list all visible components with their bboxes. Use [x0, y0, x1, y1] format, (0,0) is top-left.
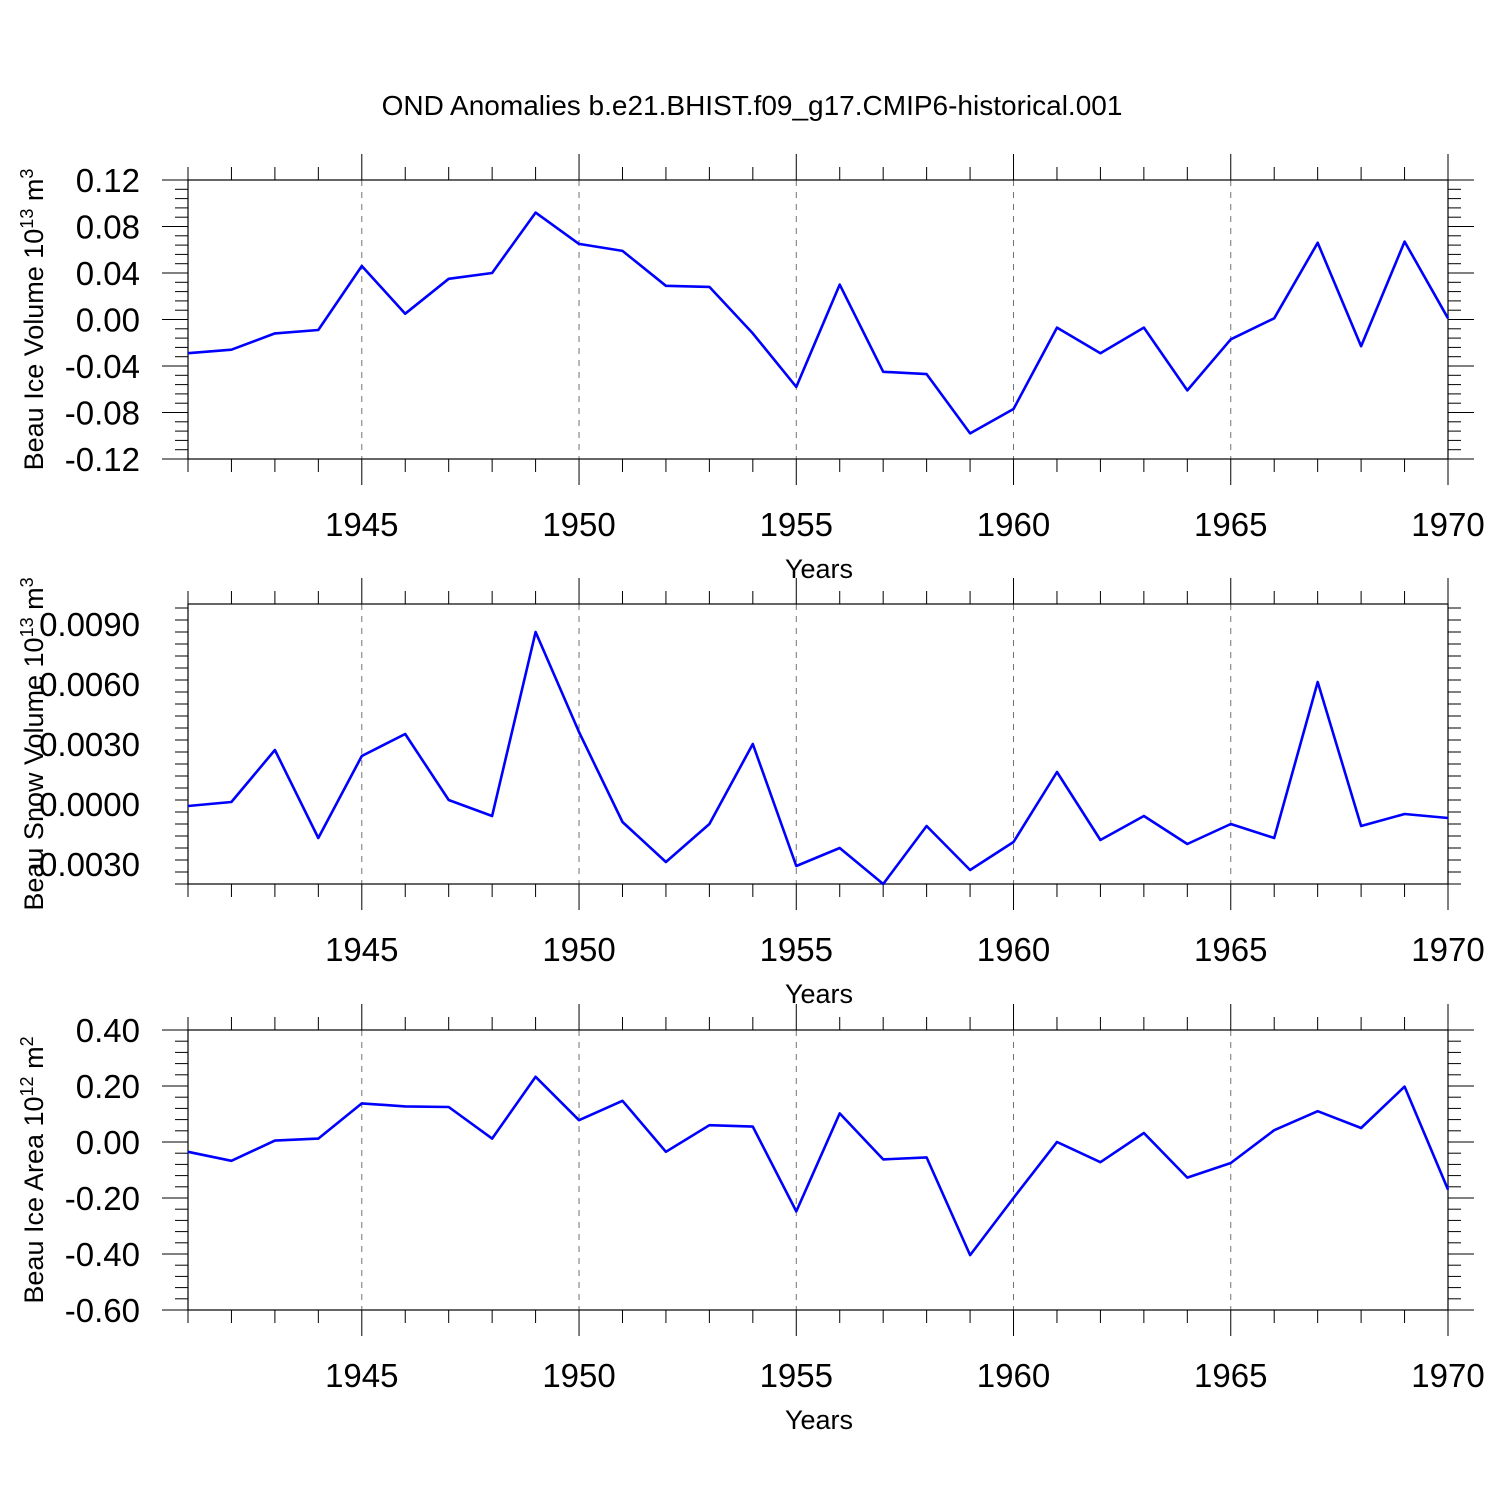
- plot-frame: [187, 179, 1449, 460]
- series-line-beau-ice-area: [187, 1075, 1450, 1257]
- x-tick-label: 1955: [760, 506, 833, 543]
- y-tick-label: 0.0060: [39, 666, 140, 703]
- x-tick-label: 1950: [542, 506, 615, 543]
- y-tick-label: 0.00: [76, 1124, 140, 1161]
- x-tick-label: 1950: [542, 931, 615, 968]
- y-tick-label: 0.08: [76, 209, 140, 246]
- y-axis-title-text: Beau Snow Volume 10: [19, 637, 49, 910]
- y-axis-title-exponent: 13: [17, 209, 37, 229]
- panel-3: 1945 1950 1955 1960 1965 1970 Years -0.60 -0.40 -…: [17, 1004, 1485, 1435]
- y-axis-title-text: Beau Ice Volume 10: [19, 229, 49, 471]
- y-tick-label: -0.08: [65, 395, 140, 432]
- y-tick-label: -0.60: [65, 1292, 140, 1329]
- y-tick-label: 0.0090: [39, 606, 140, 643]
- x-tick-label: 1960: [977, 1357, 1050, 1394]
- x-tick-label: 1970: [1411, 931, 1484, 968]
- y-tick-label: -0.40: [65, 1236, 140, 1273]
- x-tick-label: 1955: [760, 931, 833, 968]
- y-tick-label: 0.04: [76, 255, 140, 292]
- x-axis-title: Years: [785, 1405, 853, 1435]
- y-axis-title-exponent: 3: [17, 577, 37, 587]
- series-line-beau-snow-volume: [187, 630, 1449, 886]
- x-tick-label: 1965: [1194, 1357, 1267, 1394]
- x-axis-title: Years: [785, 979, 853, 1009]
- x-tick-label: 1960: [977, 931, 1050, 968]
- plot-frame: [187, 603, 1449, 885]
- y-tick-label: 0.20: [76, 1068, 140, 1105]
- y-axis-title: Beau Ice Volume 1013 m3: [17, 169, 49, 471]
- y-axis-title: Beau Snow Volume 1013 m3: [17, 577, 49, 910]
- y-tick-label: -0.20: [65, 1180, 140, 1217]
- y-axis-title-text: m: [19, 587, 49, 617]
- series-line-beau-ice-volume: [187, 211, 1450, 435]
- chart-title: OND Anomalies b.e21.BHIST.f09_g17.CMIP6-…: [382, 90, 1123, 121]
- y-tick-label: 0.12: [76, 162, 140, 199]
- y-axis-title-exponent: 3: [17, 169, 37, 179]
- y-axis-title-exponent: 13: [17, 617, 37, 637]
- y-axis-title-text: m: [19, 1046, 49, 1076]
- x-tick-label: 1965: [1194, 506, 1267, 543]
- y-axis-title: Beau Ice Area 1012 m2: [17, 1036, 49, 1303]
- x-tick-label: 1970: [1411, 1357, 1484, 1394]
- y-axis-title-text: Beau Ice Area 10: [19, 1096, 49, 1303]
- y-tick-label: 0.0000: [39, 786, 140, 823]
- plot-frame: [187, 1029, 1449, 1311]
- x-tick-label: 1945: [325, 1357, 398, 1394]
- x-tick-label: 1945: [325, 931, 398, 968]
- panel-1: 1945 1950 1955 1960 1965 1970 Years -0.12 -0.08 -…: [17, 154, 1485, 584]
- y-tick-label: -0.12: [65, 441, 140, 478]
- y-tick-label: 0.40: [76, 1012, 140, 1049]
- y-tick-label: 0.0030: [39, 726, 140, 763]
- x-tick-label: 1960: [977, 506, 1050, 543]
- y-axis-title-exponent: 12: [17, 1076, 37, 1096]
- x-tick-label: 1955: [760, 1357, 833, 1394]
- x-tick-label: 1965: [1194, 931, 1267, 968]
- x-tick-label: 1970: [1411, 506, 1484, 543]
- x-tick-label: 1950: [542, 1357, 615, 1394]
- y-tick-label: -0.04: [65, 348, 140, 385]
- y-tick-label: 0.00: [76, 302, 140, 339]
- x-tick-label: 1945: [325, 506, 398, 543]
- y-axis-title-text: m: [19, 179, 49, 209]
- y-axis-title-exponent: 2: [17, 1036, 37, 1046]
- panel-2: 1945 1950 1955 1960 1965 1970 Years -0.0030 0.00…: [17, 577, 1485, 1009]
- y-tick-label: -0.0030: [28, 846, 140, 883]
- x-axis-title: Years: [785, 554, 853, 584]
